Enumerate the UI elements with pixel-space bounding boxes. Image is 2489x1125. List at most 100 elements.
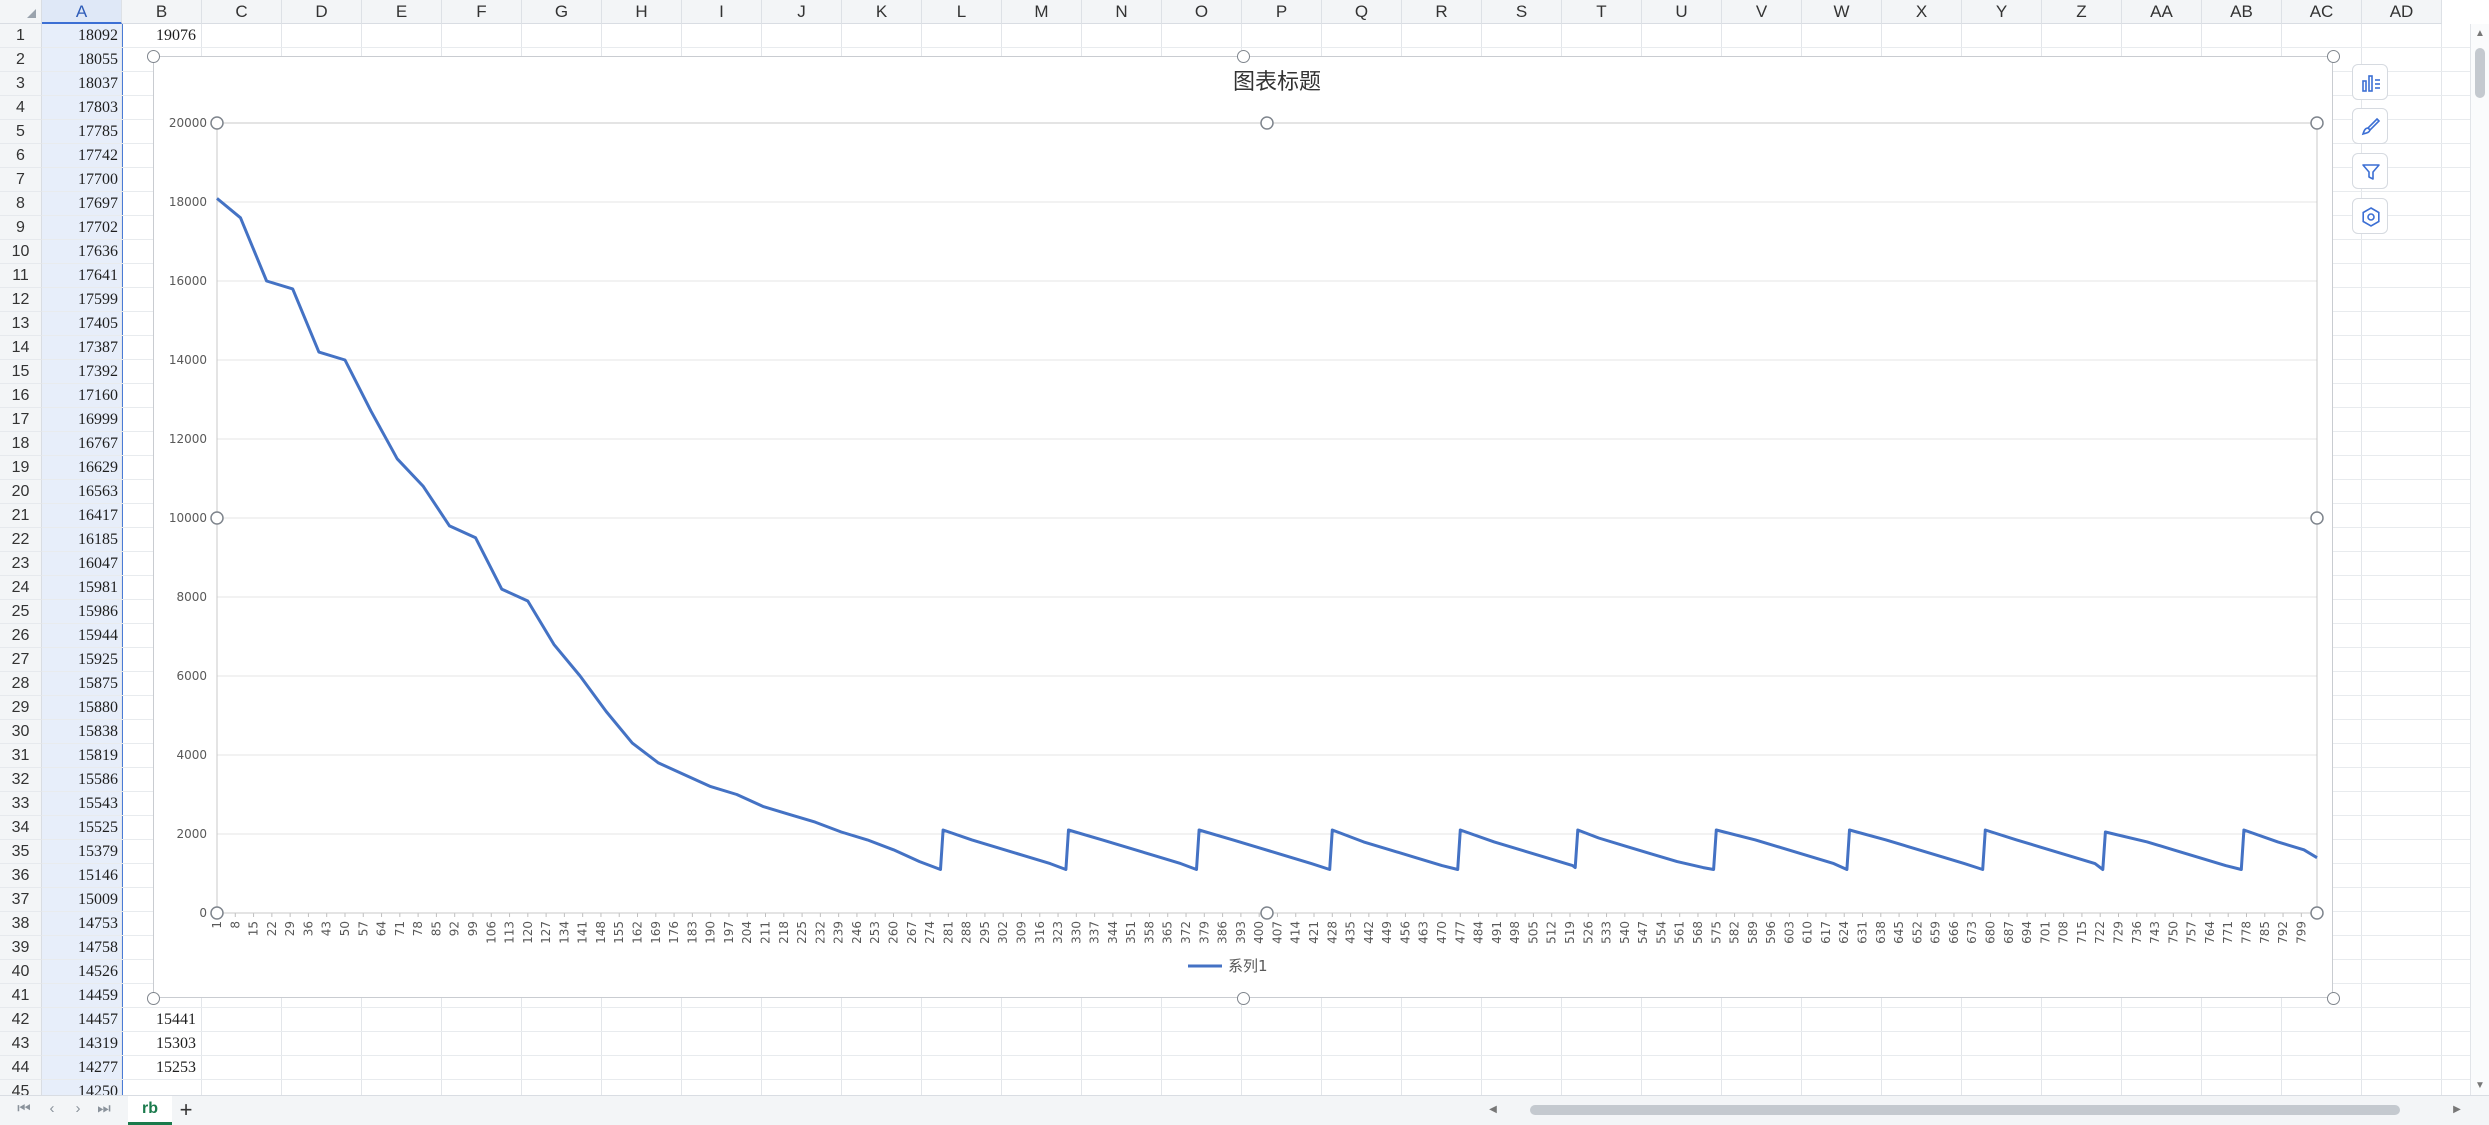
chart-style-button[interactable] [2352,108,2388,144]
cell-a8[interactable]: 17697 [78,195,118,212]
cell-a37[interactable]: 15009 [78,891,118,908]
column-header-l[interactable]: L [922,0,1002,24]
row-header-23[interactable]: 23 [0,552,42,576]
cell-a42[interactable]: 14457 [78,1011,118,1028]
add-sheet-button[interactable]: + [179,1097,193,1122]
cell-a16[interactable]: 17160 [78,387,118,404]
cell-a39[interactable]: 14758 [78,939,118,956]
row-header-21[interactable]: 21 [0,504,42,528]
chart-resize-handle[interactable] [1236,991,1250,1005]
cell-a17[interactable]: 16999 [78,411,118,428]
column-header-q[interactable]: Q [1322,0,1402,24]
row-header-34[interactable]: 34 [0,816,42,840]
column-header-ab[interactable]: AB [2202,0,2282,24]
cell-a32[interactable]: 15586 [78,771,118,788]
cell-a28[interactable]: 15875 [78,675,118,692]
chart-resize-handle[interactable] [2326,49,2340,63]
first-sheet-icon[interactable]: ⏮ [17,1100,31,1117]
column-header-h[interactable]: H [602,0,682,24]
column-header-i[interactable]: I [682,0,762,24]
row-header-24[interactable]: 24 [0,576,42,600]
cell-a34[interactable]: 15525 [78,819,118,836]
row-header-27[interactable]: 27 [0,648,42,672]
column-header-s[interactable]: S [1482,0,1562,24]
row-header-35[interactable]: 35 [0,840,42,864]
cell-a29[interactable]: 15880 [78,699,118,716]
cell-a23[interactable]: 16047 [78,555,118,572]
cell-a15[interactable]: 17392 [78,363,118,380]
column-header-g[interactable]: G [522,0,602,24]
row-header-43[interactable]: 43 [0,1032,42,1056]
column-header-w[interactable]: W [1802,0,1882,24]
row-header-40[interactable]: 40 [0,960,42,984]
vertical-scroll-thumb[interactable] [2475,48,2485,98]
cell-a11[interactable]: 17641 [78,267,118,284]
cell-a24[interactable]: 15981 [78,579,118,596]
cell-a14[interactable]: 17387 [78,339,118,356]
column-header-n[interactable]: N [1082,0,1162,24]
row-header-32[interactable]: 32 [0,768,42,792]
cell-a35[interactable]: 15379 [78,843,118,860]
cell-a27[interactable]: 15925 [78,651,118,668]
row-header-15[interactable]: 15 [0,360,42,384]
chart-resize-handle[interactable] [2326,991,2340,1005]
cell-a2[interactable]: 18055 [78,51,118,68]
column-header-u[interactable]: U [1642,0,1722,24]
row-header-1[interactable]: 1 [0,24,42,48]
chart-resize-handle[interactable] [146,991,160,1005]
column-header-m[interactable]: M [1002,0,1082,24]
select-all-corner[interactable] [0,0,42,24]
next-sheet-icon[interactable]: › [75,1100,81,1117]
cell-a31[interactable]: 15819 [78,747,118,764]
scroll-right-icon[interactable]: ▶ [2453,1104,2461,1115]
cell-a30[interactable]: 15838 [78,723,118,740]
row-header-31[interactable]: 31 [0,744,42,768]
row-header-9[interactable]: 9 [0,216,42,240]
column-header-z[interactable]: Z [2042,0,2122,24]
cell-a36[interactable]: 15146 [78,867,118,884]
row-header-17[interactable]: 17 [0,408,42,432]
cell-a21[interactable]: 16417 [78,507,118,524]
column-header-o[interactable]: O [1162,0,1242,24]
last-sheet-icon[interactable]: ⏭ [97,1100,111,1117]
vertical-scrollbar[interactable]: ▲ ▼ [2470,24,2489,1095]
cell-b43[interactable]: 15303 [156,1035,196,1052]
row-header-4[interactable]: 4 [0,96,42,120]
row-header-7[interactable]: 7 [0,168,42,192]
cell-b1[interactable]: 19076 [156,27,196,44]
cell-a7[interactable]: 17700 [78,171,118,188]
cell-b44[interactable]: 15253 [156,1059,196,1076]
row-header-37[interactable]: 37 [0,888,42,912]
cell-a6[interactable]: 17742 [78,147,118,164]
cell-a43[interactable]: 14319 [78,1035,118,1052]
cell-a20[interactable]: 16563 [78,483,118,500]
scroll-left-icon[interactable]: ◀ [1489,1104,1497,1115]
cell-a33[interactable]: 15543 [78,795,118,812]
column-header-f[interactable]: F [442,0,522,24]
column-header-ac[interactable]: AC [2282,0,2362,24]
cell-a13[interactable]: 17405 [78,315,118,332]
column-header-p[interactable]: P [1242,0,1322,24]
sheet-tab-rb[interactable]: rb [128,1096,172,1125]
scroll-down-icon[interactable]: ▼ [2475,1080,2485,1091]
chart-resize-handle[interactable] [146,49,160,63]
prev-sheet-icon[interactable]: ‹ [49,1100,55,1117]
column-header-v[interactable]: V [1722,0,1802,24]
column-header-c[interactable]: C [202,0,282,24]
cell-a40[interactable]: 14526 [78,963,118,980]
cell-a9[interactable]: 17702 [78,219,118,236]
row-header-20[interactable]: 20 [0,480,42,504]
row-header-5[interactable]: 5 [0,120,42,144]
cell-a1[interactable]: 18092 [78,27,118,44]
row-header-44[interactable]: 44 [0,1056,42,1080]
row-header-42[interactable]: 42 [0,1008,42,1032]
cell-a41[interactable]: 14459 [78,987,118,1004]
chart-filter-button[interactable] [2352,153,2388,189]
chart-settings-button[interactable] [2352,198,2388,234]
column-header-j[interactable]: J [762,0,842,24]
row-header-45[interactable]: 45 [0,1080,42,1095]
cell-a4[interactable]: 17803 [78,99,118,116]
row-header-10[interactable]: 10 [0,240,42,264]
row-header-41[interactable]: 41 [0,984,42,1008]
row-header-8[interactable]: 8 [0,192,42,216]
